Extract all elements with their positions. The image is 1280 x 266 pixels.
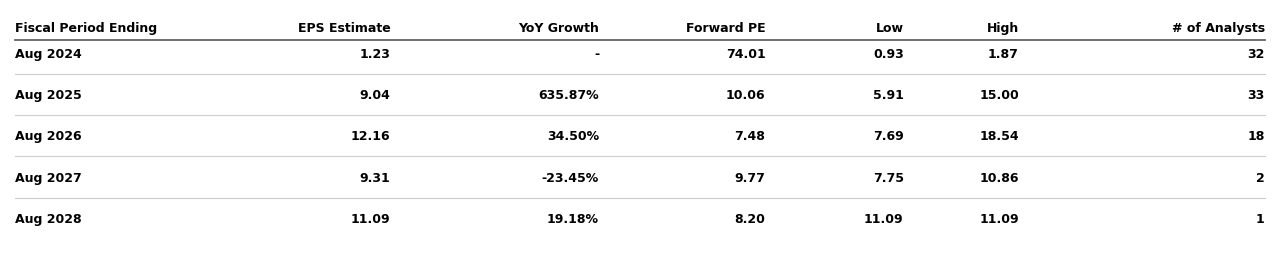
Text: 11.09: 11.09 [979, 213, 1019, 226]
Text: 15.00: 15.00 [979, 89, 1019, 102]
Text: 5.91: 5.91 [873, 89, 904, 102]
Text: Aug 2026: Aug 2026 [15, 131, 82, 143]
Text: 2: 2 [1256, 172, 1265, 185]
Text: 11.09: 11.09 [864, 213, 904, 226]
Text: 8.20: 8.20 [735, 213, 765, 226]
Text: 7.48: 7.48 [735, 131, 765, 143]
Text: # of Analysts: # of Analysts [1171, 22, 1265, 35]
Text: Aug 2028: Aug 2028 [15, 213, 82, 226]
Text: 10.86: 10.86 [979, 172, 1019, 185]
Text: 74.01: 74.01 [726, 48, 765, 61]
Text: High: High [987, 22, 1019, 35]
Text: Aug 2025: Aug 2025 [15, 89, 82, 102]
Text: 1: 1 [1256, 213, 1265, 226]
Text: 0.93: 0.93 [873, 48, 904, 61]
Text: Aug 2024: Aug 2024 [15, 48, 82, 61]
Text: 7.69: 7.69 [873, 131, 904, 143]
Text: 10.06: 10.06 [726, 89, 765, 102]
Text: Fiscal Period Ending: Fiscal Period Ending [15, 22, 157, 35]
Text: 19.18%: 19.18% [547, 213, 599, 226]
Text: 11.09: 11.09 [351, 213, 390, 226]
Text: 635.87%: 635.87% [539, 89, 599, 102]
Text: YoY Growth: YoY Growth [518, 22, 599, 35]
Text: 9.31: 9.31 [360, 172, 390, 185]
Text: 7.75: 7.75 [873, 172, 904, 185]
Text: 34.50%: 34.50% [547, 131, 599, 143]
Text: 33: 33 [1248, 89, 1265, 102]
Text: Aug 2027: Aug 2027 [15, 172, 82, 185]
Text: 1.23: 1.23 [360, 48, 390, 61]
Text: Low: Low [876, 22, 904, 35]
Text: Forward PE: Forward PE [686, 22, 765, 35]
Text: 18.54: 18.54 [979, 131, 1019, 143]
Text: 18: 18 [1247, 131, 1265, 143]
Text: 9.77: 9.77 [735, 172, 765, 185]
Text: 32: 32 [1247, 48, 1265, 61]
Text: 1.87: 1.87 [988, 48, 1019, 61]
Text: -23.45%: -23.45% [541, 172, 599, 185]
Text: 9.04: 9.04 [360, 89, 390, 102]
Text: 12.16: 12.16 [351, 131, 390, 143]
Text: EPS Estimate: EPS Estimate [298, 22, 390, 35]
Text: -: - [594, 48, 599, 61]
